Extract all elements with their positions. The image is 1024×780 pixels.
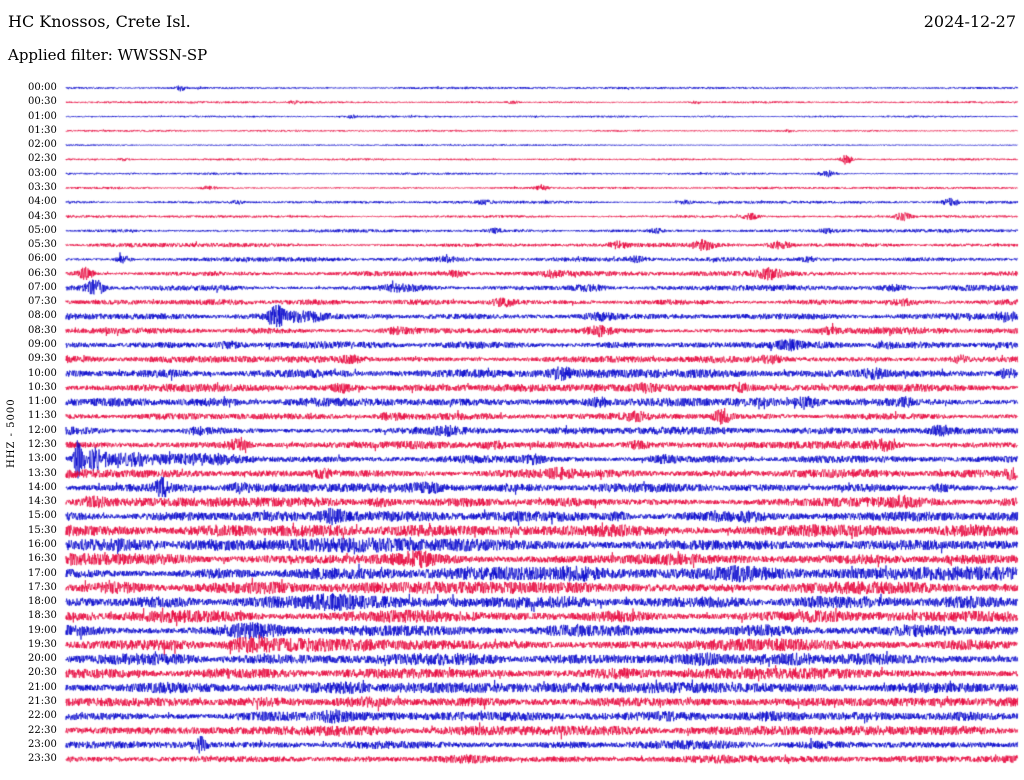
trace-time-label: 15:00 xyxy=(28,510,57,522)
trace-time-label: 02:00 xyxy=(28,139,57,151)
trace-time-label: 12:00 xyxy=(28,424,57,436)
trace-time-label: 18:00 xyxy=(28,596,57,608)
trace-time-label: 10:30 xyxy=(28,381,57,393)
trace-time-label: 19:00 xyxy=(28,624,57,636)
trace-time-label: 14:00 xyxy=(28,481,57,493)
trace-time-label: 23:30 xyxy=(28,753,57,765)
trace-time-label: 07:30 xyxy=(28,296,57,308)
trace-time-label: 23:00 xyxy=(28,738,57,750)
trace-time-label: 02:30 xyxy=(28,153,57,165)
trace-time-label: 04:00 xyxy=(28,196,57,208)
trace-time-label: 08:00 xyxy=(28,310,57,322)
trace-time-label: 19:30 xyxy=(28,638,57,650)
trace-time-label: 05:00 xyxy=(28,224,57,236)
trace-time-label: 20:00 xyxy=(28,653,57,665)
trace-time-label: 16:00 xyxy=(28,538,57,550)
trace-time-label: 15:30 xyxy=(28,524,57,536)
trace-time-label: 01:30 xyxy=(28,124,57,136)
trace-time-label: 08:30 xyxy=(28,324,57,336)
trace-time-label: 00:30 xyxy=(28,96,57,108)
trace-time-label: 06:30 xyxy=(28,267,57,279)
trace-time-label: 16:30 xyxy=(28,553,57,565)
trace-time-label: 07:00 xyxy=(28,281,57,293)
trace-time-label: 05:30 xyxy=(28,239,57,251)
trace-time-label: 03:30 xyxy=(28,181,57,193)
trace-time-label: 22:00 xyxy=(28,710,57,722)
trace-time-label: 11:00 xyxy=(28,396,57,408)
trace-time-label: 10:00 xyxy=(28,367,57,379)
trace-time-label: 17:00 xyxy=(28,567,57,579)
trace-time-label: 21:30 xyxy=(28,696,57,708)
trace-time-label: 20:30 xyxy=(28,667,57,679)
trace-time-label: 04:30 xyxy=(28,210,57,222)
trace-time-label: 18:30 xyxy=(28,610,57,622)
trace-time-label: 09:00 xyxy=(28,339,57,351)
trace-time-label: 13:00 xyxy=(28,453,57,465)
trace-time-label: 17:30 xyxy=(28,581,57,593)
trace-time-label: 00:00 xyxy=(28,82,57,93)
trace-time-label: 14:30 xyxy=(28,496,57,508)
trace-time-label: 03:00 xyxy=(28,167,57,179)
trace-time-label: 13:30 xyxy=(28,467,57,479)
trace-time-label: 01:00 xyxy=(28,110,57,122)
trace-time-label: 06:00 xyxy=(28,253,57,265)
trace-time-label: 09:30 xyxy=(28,353,57,365)
trace-time-label: 21:00 xyxy=(28,681,57,693)
trace-time-label: 12:30 xyxy=(28,439,57,450)
trace-time-label: 22:30 xyxy=(28,724,57,736)
trace-time-label: 11:30 xyxy=(28,410,57,422)
